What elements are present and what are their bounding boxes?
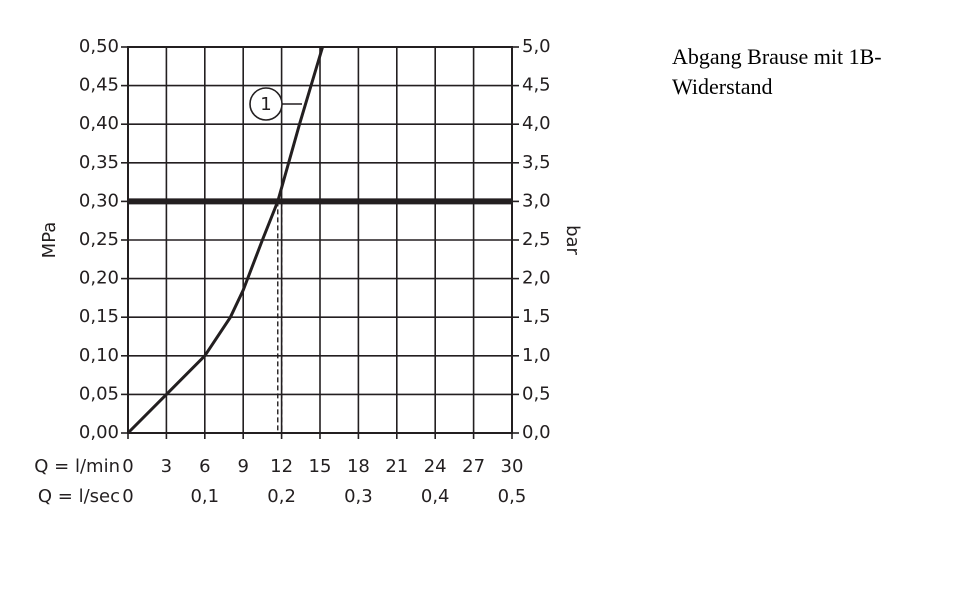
x-tick-label: 6	[199, 456, 210, 477]
y-tick-label: 0,50	[79, 36, 119, 57]
x-row-label: Q = l/min	[34, 456, 120, 477]
x2-tick-label: 0,1	[190, 486, 219, 507]
y-tick-label: 0,10	[79, 345, 119, 366]
y2-tick-label: 1,0	[522, 345, 551, 366]
y2-tick-label: 3,5	[522, 152, 551, 173]
x-tick-label: 24	[424, 456, 447, 477]
x2-tick-label: 0,4	[421, 486, 450, 507]
plot-frame	[127, 46, 513, 434]
y2-tick-label: 4,5	[522, 75, 551, 96]
y-tick-label: 0,35	[79, 152, 119, 173]
y-tick-label: 0,30	[79, 190, 119, 211]
x-tick-label: 9	[237, 456, 248, 477]
x-tick-label: 27	[462, 456, 485, 477]
callout-circle	[249, 87, 283, 121]
y2-tick-label: 5,0	[522, 36, 551, 57]
y2-tick-label: 4,0	[522, 113, 551, 134]
callout-label: 1	[260, 94, 271, 115]
y2-tick-label: 0,0	[522, 422, 551, 443]
y-tick-label: 0,40	[79, 113, 119, 134]
x-tick-label: 3	[161, 456, 172, 477]
y-tick-label: 0,15	[79, 306, 119, 327]
x-tick-label: 18	[347, 456, 370, 477]
flow-curve	[126, 46, 324, 435]
x-tick-label: 30	[501, 456, 524, 477]
y-tick-label: 0,20	[79, 268, 119, 289]
y2-tick-label: 0,5	[522, 383, 551, 404]
y-tick-label: 0,45	[79, 75, 119, 96]
x-tick-label: 12	[270, 456, 293, 477]
x2-tick-label: 0	[122, 486, 133, 507]
x2-row-label: Q = l/sec	[38, 486, 120, 507]
x2-tick-label: 0,5	[498, 486, 527, 507]
y-axis-title: MPa	[39, 222, 60, 259]
y2-tick-label: 2,0	[522, 268, 551, 289]
y2-tick-label: 3,0	[522, 190, 551, 211]
x-tick-label: 15	[309, 456, 332, 477]
side-text: Abgang Brause mit 1B-Widerstand	[672, 44, 882, 99]
x-tick-label: 21	[385, 456, 408, 477]
y-tick-label: 0,00	[79, 422, 119, 443]
y-tick-label: 0,05	[79, 383, 119, 404]
y2-tick-label: 1,5	[522, 306, 551, 327]
y2-tick-label: 2,5	[522, 229, 551, 250]
x-tick-label: 0	[122, 456, 133, 477]
x2-tick-label: 0,2	[267, 486, 296, 507]
x2-tick-label: 0,3	[344, 486, 373, 507]
y2-axis-title: bar	[562, 225, 583, 255]
y-tick-label: 0,25	[79, 229, 119, 250]
